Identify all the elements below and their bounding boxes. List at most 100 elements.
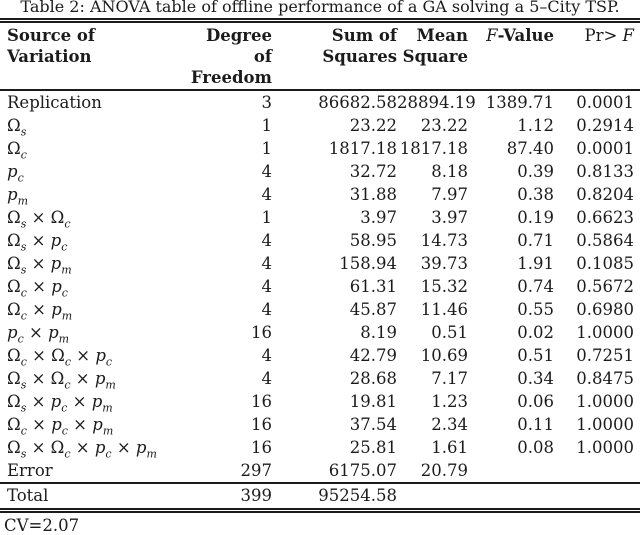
- f-cell: 0.08: [517, 438, 554, 457]
- pr-cell: 0.5864: [576, 231, 634, 250]
- col-header-pr-f: Pr> F: [554, 20, 640, 91]
- ms-cell: 0.51: [431, 323, 468, 342]
- table-row: Ωs × Ωc 1 3.97 3.97 0.19 0.6623: [0, 206, 640, 229]
- anova-table: Source of Variation Degree of Freedom Su…: [0, 18, 640, 513]
- pr-cell: 0.2914: [576, 116, 634, 135]
- source-cell: Replication: [7, 93, 102, 112]
- table-row: pm 4 31.88 7.97 0.38 0.8204: [0, 183, 640, 206]
- pr-cell: 1.0000: [576, 415, 634, 434]
- ms-cell: 20.79: [420, 461, 468, 480]
- table-row: Ωc 1 1817.18 1817.18 87.40 0.0001: [0, 137, 640, 160]
- df-cell: 4: [261, 277, 273, 296]
- ss-cell: 19.81: [349, 392, 397, 411]
- df-cell: 16: [251, 415, 272, 434]
- cv-note: CV=2.07: [4, 516, 80, 535]
- pr-cell: 0.0001: [576, 93, 634, 112]
- df-cell: 4: [261, 346, 273, 365]
- f-cell: 0.11: [517, 415, 554, 434]
- pr-cell: 0.1085: [576, 254, 634, 273]
- source-cell: Ωc × pm: [7, 300, 73, 323]
- ss-cell: 42.79: [349, 346, 397, 365]
- ss-cell: 158.94: [339, 254, 397, 273]
- pr-cell: 1.0000: [576, 438, 634, 457]
- col-header-mean-square: Mean Square: [397, 20, 468, 91]
- pr-cell: 0.5672: [576, 277, 634, 296]
- f-cell: 0.34: [517, 369, 554, 388]
- table-row: Ωc × pm 4 45.87 11.46 0.55 0.6980: [0, 298, 640, 321]
- ss-cell: 61.31: [349, 277, 397, 296]
- total-ms: [397, 482, 468, 513]
- df-cell: 1: [261, 208, 273, 227]
- table-row: Ωc × pc 4 61.31 15.32 0.74 0.5672: [0, 275, 640, 298]
- ms-cell: 8.18: [431, 162, 468, 181]
- ss-cell: 23.22: [349, 116, 397, 135]
- f-cell: 0.39: [517, 162, 554, 181]
- source-cell: Ωs × Ωc × pc × pm: [7, 438, 157, 461]
- table-row: Ωs × pc × pm 16 19.81 1.23 0.06 1.0000: [0, 390, 640, 413]
- df-cell: 297: [240, 461, 273, 480]
- df-cell: 16: [251, 392, 272, 411]
- pr-cell: [554, 459, 640, 483]
- ms-cell: 39.73: [420, 254, 468, 273]
- table-row: pc × pm 16 8.19 0.51 0.02 1.0000: [0, 321, 640, 344]
- pr-cell: 0.8204: [576, 185, 634, 204]
- f-cell: 87.40: [506, 139, 554, 158]
- ss-cell: 58.95: [349, 231, 397, 250]
- source-cell: Ωs × pm: [7, 254, 72, 277]
- table-row: Replication 3 86682.58 28894.19 1389.71 0.000…: [0, 90, 640, 114]
- ms-cell: 7.97: [431, 185, 468, 204]
- table-body: Replication 3 86682.58 28894.19 1389.71 0.000…: [0, 90, 640, 483]
- ms-cell: 3.97: [431, 208, 468, 227]
- table-footer: Total 399 95254.58: [0, 482, 640, 513]
- ms-cell: 1817.18: [399, 139, 468, 158]
- ss-cell: 37.54: [349, 415, 397, 434]
- table-row: Ωs × pm 4 158.94 39.73 1.91 0.1085: [0, 252, 640, 275]
- pr-cell: 0.8133: [576, 162, 634, 181]
- source-cell: Ωc × pc × pm: [7, 415, 114, 438]
- ms-cell: 11.46: [420, 300, 468, 319]
- header-row: Source of Variation Degree of Freedom Su…: [0, 20, 640, 91]
- ms-cell: 1.61: [431, 438, 468, 457]
- source-cell: Ωs × Ωc × pm: [7, 369, 116, 392]
- df-cell: 4: [261, 300, 273, 319]
- f-cell: 1.12: [517, 116, 554, 135]
- f-cell: 0.55: [517, 300, 554, 319]
- table-header: Source of Variation Degree of Freedom Su…: [0, 20, 640, 91]
- total-pr: [554, 482, 640, 513]
- pr-cell: 0.6623: [576, 208, 634, 227]
- ms-cell: 15.32: [420, 277, 468, 296]
- ms-cell: 14.73: [420, 231, 468, 250]
- pr-cell: 0.7251: [576, 346, 634, 365]
- ms-cell: 23.22: [420, 116, 468, 135]
- table-row: Ωc × Ωc × pc 4 42.79 10.69 0.51 0.7251: [0, 344, 640, 367]
- ms-cell: 7.17: [431, 369, 468, 388]
- total-label: Total: [0, 482, 190, 513]
- ms-cell: 28894.19: [397, 93, 476, 112]
- total-row: Total 399 95254.58: [0, 482, 640, 513]
- df-cell: 4: [261, 185, 273, 204]
- table-row: Error 297 6175.07 20.79: [0, 459, 640, 483]
- ss-cell: 3.97: [360, 208, 397, 227]
- source-cell: Ωs × pc: [7, 231, 68, 254]
- ms-cell: 1.23: [431, 392, 468, 411]
- f-cell: 0.38: [517, 185, 554, 204]
- source-cell: Ωs: [7, 116, 27, 139]
- df-cell: 4: [261, 162, 273, 181]
- total-df: 399: [190, 482, 272, 513]
- f-cell: 0.06: [517, 392, 554, 411]
- source-cell: Ωc: [7, 139, 27, 162]
- pr-cell: 0.8475: [576, 369, 634, 388]
- ss-cell: 86682.58: [318, 93, 397, 112]
- pr-cell: 1.0000: [576, 323, 634, 342]
- f-cell: 1.91: [517, 254, 554, 273]
- df-cell: 4: [261, 369, 273, 388]
- source-cell: Error: [7, 461, 53, 480]
- ss-cell: 6175.07: [328, 461, 397, 480]
- ss-cell: 25.81: [349, 438, 397, 457]
- f-cell: 0.02: [517, 323, 554, 342]
- ms-cell: 10.69: [420, 346, 468, 365]
- df-cell: 4: [261, 254, 273, 273]
- col-header-source: Source of Variation: [0, 20, 190, 91]
- table-row: Ωs × Ωc × pc × pm 16 25.81 1.61 0.08 1.0000: [0, 436, 640, 459]
- source-cell: pc: [7, 162, 24, 185]
